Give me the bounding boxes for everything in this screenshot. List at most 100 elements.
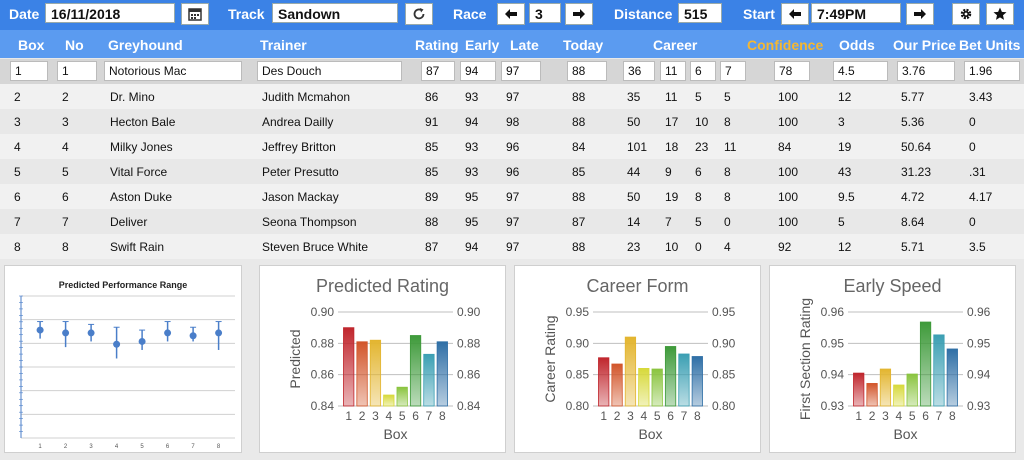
cell-our-price[interactable]: 3.76 <box>897 61 955 81</box>
header-bet-units[interactable]: Bet Units <box>959 37 1021 53</box>
cell-c4: 0 <box>724 215 731 229</box>
y-tick-label: 0.94 <box>821 368 845 382</box>
cell-c2[interactable]: 11 <box>660 61 686 81</box>
race-next-button[interactable] <box>565 3 593 25</box>
cell-c3[interactable]: 6 <box>690 61 716 81</box>
header-odds[interactable]: Odds <box>839 37 875 53</box>
date-field[interactable]: 16/11/2018 <box>45 3 175 23</box>
header-confidence[interactable]: Confidence <box>747 37 824 53</box>
start-next-button[interactable] <box>906 3 934 25</box>
header-box[interactable]: Box <box>18 37 45 53</box>
race-prev-button[interactable] <box>497 3 525 25</box>
bar <box>369 339 382 407</box>
cell-no: 7 <box>62 215 69 229</box>
x-tick-label: 8 <box>949 409 956 423</box>
cell-box: 4 <box>14 140 21 154</box>
distance-label: Distance <box>614 6 673 22</box>
y-tick-label-right: 0.90 <box>712 336 736 350</box>
bar <box>946 348 958 407</box>
cell-our-price: 5.77 <box>901 90 925 104</box>
arrow-left-icon <box>505 9 517 19</box>
header-no[interactable]: No <box>65 37 84 53</box>
x-tick-label: 2 <box>64 444 68 450</box>
table-row[interactable]: 6 6 Aston Duke Jason Mackay 89 95 97 88 50 19 8 8 10… <box>0 184 1024 209</box>
cell-trainer: Judith Mcmahon <box>262 90 351 104</box>
header-today[interactable]: Today <box>563 37 604 53</box>
table-row[interactable]: 4 4 Milky Jones Jeffrey Britton 85 93 96 84 101 1… <box>0 134 1024 159</box>
refresh-icon[interactable] <box>405 3 433 25</box>
header-rating[interactable]: Rating <box>415 37 459 53</box>
bar <box>933 334 945 407</box>
header-late[interactable]: Late <box>510 37 539 53</box>
cell-confidence[interactable]: 78 <box>774 61 810 81</box>
cell-trainer[interactable]: Des Douch <box>257 61 402 81</box>
bar <box>678 353 690 407</box>
cell-box[interactable]: 1 <box>10 61 48 81</box>
performance-range-panel: Predicted Performance Range 1 2 3 4 5 6 7 8 <box>4 265 242 453</box>
cell-c4: 8 <box>724 115 731 129</box>
cell-late: 97 <box>506 190 520 204</box>
table-row[interactable]: 8 8 Swift Rain Steven Bruce White 87 94 97 88 23… <box>0 234 1024 259</box>
cell-late[interactable]: 97 <box>501 61 541 81</box>
cell-rating: 91 <box>425 115 439 129</box>
y-tick-label: 0.88 <box>311 336 335 350</box>
gear-icon[interactable] <box>952 3 980 25</box>
distance-field[interactable]: 515 <box>678 3 722 23</box>
header-trainer[interactable]: Trainer <box>260 37 307 53</box>
header-early[interactable]: Early <box>465 37 500 53</box>
cell-odds[interactable]: 4.5 <box>833 61 888 81</box>
x-tick-label: 7 <box>191 444 195 450</box>
cell-confidence: 84 <box>778 140 792 154</box>
data-point <box>164 329 172 337</box>
cell-greyhound: Swift Rain <box>110 240 165 254</box>
table-row[interactable]: 5 5 Vital Force Peter Presutto 85 93 96 85 44 9 6 8… <box>0 159 1024 184</box>
cell-bet-units[interactable]: 1.96 <box>964 61 1020 81</box>
start-time-field[interactable]: 7:49PM <box>811 3 901 23</box>
cell-no[interactable]: 1 <box>57 61 97 81</box>
cell-greyhound[interactable]: Notorious Mac <box>104 61 242 81</box>
predicted-rating-panel: Predicted Rating 0.90 0.90 0.88 0.88 0.86 0.86… <box>259 265 506 453</box>
track-field[interactable]: Sandown <box>272 3 398 23</box>
x-tick-label: 2 <box>614 409 621 423</box>
table-row[interactable]: 2 2 Dr. Mino Judith Mcmahon 86 93 97 88 35 11 5 5 10… <box>0 84 1024 109</box>
bar <box>664 346 677 407</box>
bar <box>598 357 610 407</box>
cell-no: 6 <box>62 190 69 204</box>
cell-bet-units: 0 <box>969 115 976 129</box>
cell-c2: 9 <box>665 165 672 179</box>
cell-c2: 18 <box>665 140 679 154</box>
cell-c4: 4 <box>724 240 731 254</box>
x-tick-label: 2 <box>869 409 876 423</box>
cell-c3: 5 <box>695 90 702 104</box>
header-career[interactable]: Career <box>653 37 698 53</box>
x-tick-label: 8 <box>217 444 221 450</box>
cell-c1[interactable]: 36 <box>623 61 655 81</box>
cell-late: 97 <box>506 90 520 104</box>
cell-c4: 8 <box>724 165 731 179</box>
bar <box>866 383 878 407</box>
cell-c4[interactable]: 7 <box>720 61 746 81</box>
race-field[interactable]: 3 <box>529 3 561 23</box>
cell-bet-units: 0 <box>969 215 976 229</box>
table-row[interactable]: 7 7 Deliver Seona Thompson 88 95 97 87 14 7 5 0 100 5… <box>0 209 1024 234</box>
table-row[interactable]: 3 3 Hecton Bale Andrea Dailly 91 94 98 88 50 17 10… <box>0 109 1024 134</box>
cell-today[interactable]: 88 <box>567 61 607 81</box>
cell-box: 2 <box>14 90 21 104</box>
header-greyhound[interactable]: Greyhound <box>108 37 183 53</box>
y-axis-label: Predicted <box>287 329 303 388</box>
x-tick-label: 3 <box>372 409 379 423</box>
calendar-icon[interactable] <box>181 3 209 25</box>
bar <box>906 373 918 407</box>
cell-c4: 8 <box>724 190 731 204</box>
cell-early[interactable]: 94 <box>460 61 496 81</box>
data-point <box>215 329 223 337</box>
star-icon[interactable] <box>986 3 1014 25</box>
table-row[interactable]: 1 1 Notorious Mac Des Douch 87 94 97 88 36 11 6 7 78… <box>0 59 1024 84</box>
cell-rating[interactable]: 87 <box>421 61 455 81</box>
cell-bet-units: 3.43 <box>969 90 993 104</box>
header-our-price[interactable]: Our Price <box>893 37 957 53</box>
performance-range-chart: Predicted Performance Range 1 2 3 4 5 6 7 8 <box>19 280 235 450</box>
cell-rating: 87 <box>425 240 439 254</box>
start-prev-button[interactable] <box>781 3 809 25</box>
bar <box>893 384 905 407</box>
